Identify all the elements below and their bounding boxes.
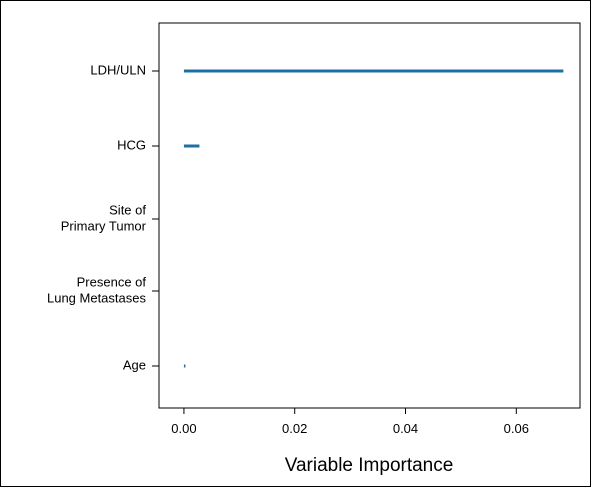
bar-age bbox=[183, 364, 186, 368]
plot-area bbox=[158, 22, 581, 409]
y-tick-label: HCG bbox=[117, 137, 146, 152]
x-axis: 0.00 0.02 0.04 0.06 bbox=[171, 408, 529, 436]
bars bbox=[183, 69, 564, 368]
y-tick-label: Age bbox=[123, 357, 146, 372]
x-tick-label: 0.06 bbox=[504, 421, 529, 436]
y-tick-label: Site of bbox=[109, 202, 146, 217]
x-tick-label: 0.02 bbox=[282, 421, 307, 436]
y-tick-label: Lung Metastases bbox=[47, 290, 147, 305]
y-tick-label: Presence of bbox=[77, 274, 147, 289]
x-tick-label: 0.00 bbox=[171, 421, 196, 436]
y-tick-label: Primary Tumor bbox=[61, 218, 147, 233]
x-tick-label: 0.04 bbox=[393, 421, 418, 436]
bar-hcg bbox=[183, 144, 200, 148]
bar-ldh-uln bbox=[183, 69, 564, 73]
x-axis-title: Variable Importance bbox=[285, 455, 454, 476]
y-tick-label: LDH/ULN bbox=[90, 62, 146, 77]
